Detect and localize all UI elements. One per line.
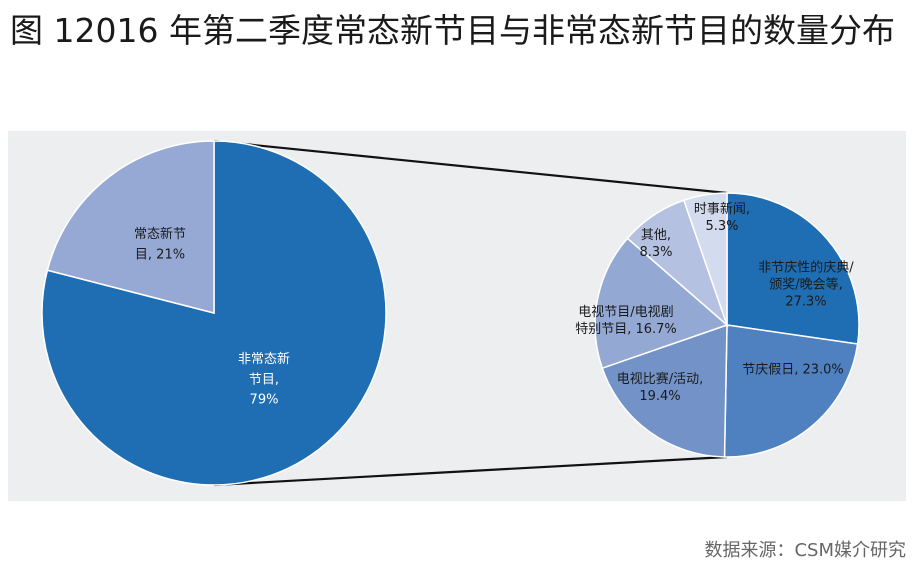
breakdown-pie-slice-label-0: 非节庆性的庆典/颁奖/晚会等, 27.3% xyxy=(758,260,854,310)
connector-line-top xyxy=(213,139,728,195)
breakdown-pie-slice-0 xyxy=(726,192,860,345)
breakdown-pie-slice-1 xyxy=(723,324,859,458)
connector-lines xyxy=(213,139,728,487)
breakdown-pie-slice-label-5: 时事新闻, 5.3% xyxy=(694,201,750,234)
main-pie-labels: 非常态新节目, 79% 常态新节目, 21% xyxy=(134,226,290,407)
breakdown-pie-slice-label-3: 电视节目/电视剧特别节目, 16.7% xyxy=(575,305,677,337)
breakdown-pie-slice-label-4: 其他, 8.3% xyxy=(639,228,672,260)
breakdown-pie-labels: 非节庆性的庆典/颁奖/晚会等, 27.3% 节庆假日, 23.0% 电视比赛/活动, 1… xyxy=(575,201,854,404)
main-pie-slice-label-1: 常态新节目, 21% xyxy=(134,226,186,262)
main-pie xyxy=(41,140,387,486)
breakdown-pie-slice-label-1: 节庆假日, 23.0% xyxy=(742,362,844,377)
main-pie-slice-1 xyxy=(46,140,215,314)
breakdown-pie xyxy=(594,192,860,458)
main-pie-slice-label-0: 非常态新节目, 79% xyxy=(238,351,290,408)
page-title: 图 12016 年第二季度常态新节目与非常态新节目的数量分布 xyxy=(10,11,895,50)
breakdown-pie-slice-label-2: 电视比赛/活动, 19.4% xyxy=(617,371,704,404)
breakdown-pie-slice-5 xyxy=(682,192,728,326)
connector-line-bottom xyxy=(213,455,728,487)
breakdown-pie-slice-3 xyxy=(594,237,729,370)
source-note: 数据来源：CSM媒介研究 xyxy=(704,540,906,561)
